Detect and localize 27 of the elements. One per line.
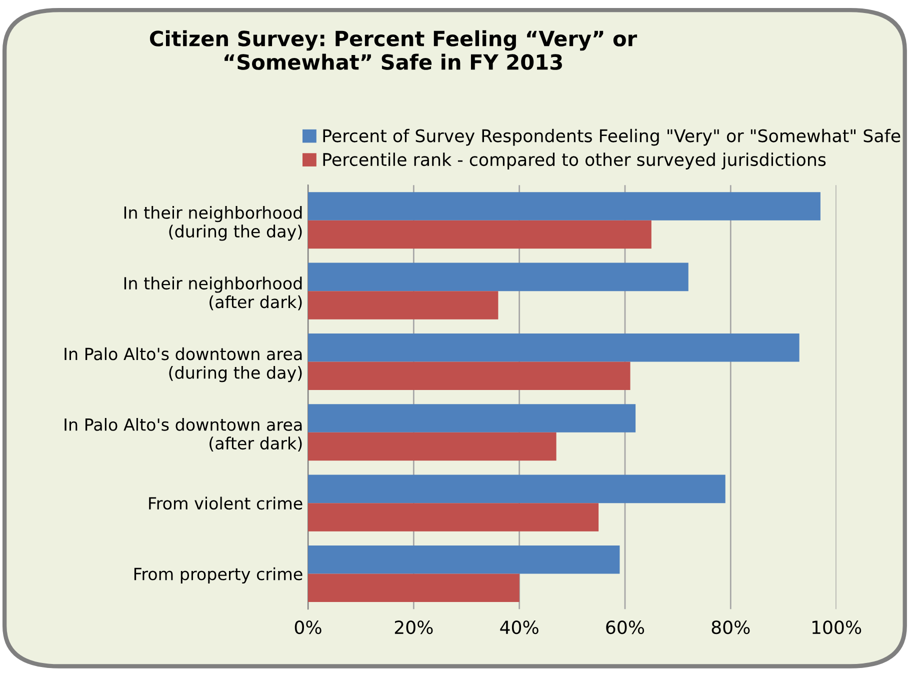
legend-label: Percentile rank - compared to other surveyed jurisdictions — [323, 152, 826, 170]
y-tick-label: From violent crime — [149, 496, 302, 510]
bar — [308, 220, 652, 249]
x-tick-label: 80% — [712, 620, 750, 634]
bar — [308, 503, 599, 532]
y-tick-label: In Palo Alto's downtown area (during the day) — [64, 347, 302, 382]
y-tick-label: From property crime — [134, 567, 302, 584]
bar — [308, 574, 520, 602]
bar — [308, 291, 498, 320]
chart-title: Citizen Survey: Percent Feeling “Very” or “Somewhat” Safe in FY 2013 — [150, 30, 638, 70]
bar — [308, 362, 630, 390]
bar — [308, 262, 688, 292]
x-tick-label: 40% — [500, 620, 538, 634]
bar — [308, 192, 820, 220]
x-tick-label: 60% — [606, 620, 644, 634]
bar — [308, 432, 556, 461]
bar — [308, 545, 620, 574]
x-tick-label: 20% — [394, 620, 433, 634]
x-tick-label: 100% — [812, 620, 862, 634]
y-tick-label: In their neighborhood (after dark) — [124, 276, 302, 310]
bar — [308, 474, 726, 504]
bar — [308, 333, 800, 362]
y-tick-label: In their neighborhood (during the day) — [124, 206, 302, 241]
x-tick-label: 0% — [294, 620, 322, 634]
y-tick-label: In Palo Alto's downtown area (after dark) — [64, 418, 302, 452]
legend-label: Percent of Survey Respondents Feeling "Very" or "Somewhat" Safe — [323, 128, 900, 146]
bar — [308, 404, 636, 432]
